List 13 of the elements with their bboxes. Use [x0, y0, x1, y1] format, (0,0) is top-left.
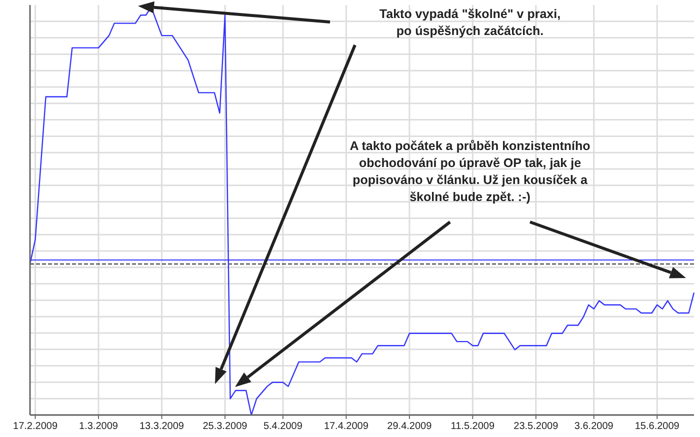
x-tick-label: 11.5.2009 [450, 421, 495, 432]
x-tick-label: 23.5.2009 [514, 421, 559, 432]
x-tick-label: 3.6.2009 [574, 421, 614, 432]
x-tick-label: 17.4.2009 [324, 421, 369, 432]
x-tick-label: 1.3.2009 [79, 421, 118, 432]
x-tick-label: 5.4.2009 [263, 421, 303, 432]
x-tick-label: 13.3.2009 [139, 421, 184, 432]
x-tick-label: 17.2.2009 [13, 421, 58, 432]
annotation: Takto vypadá "školné" v praxi, po úspěšných začátcích. [379, 7, 561, 38]
annotation: A takto počátek a průběh konzistentního obchodování po úpravě OP tak, jak je popisováno v článku. Už jen kousíček a školné bude zpět. :-) [350, 139, 591, 204]
x-tick-label: 25.3.2009 [202, 421, 248, 432]
x-tick-label: 15.6.2009 [634, 421, 680, 432]
x-tick-label: 29.4.2009 [387, 421, 432, 432]
